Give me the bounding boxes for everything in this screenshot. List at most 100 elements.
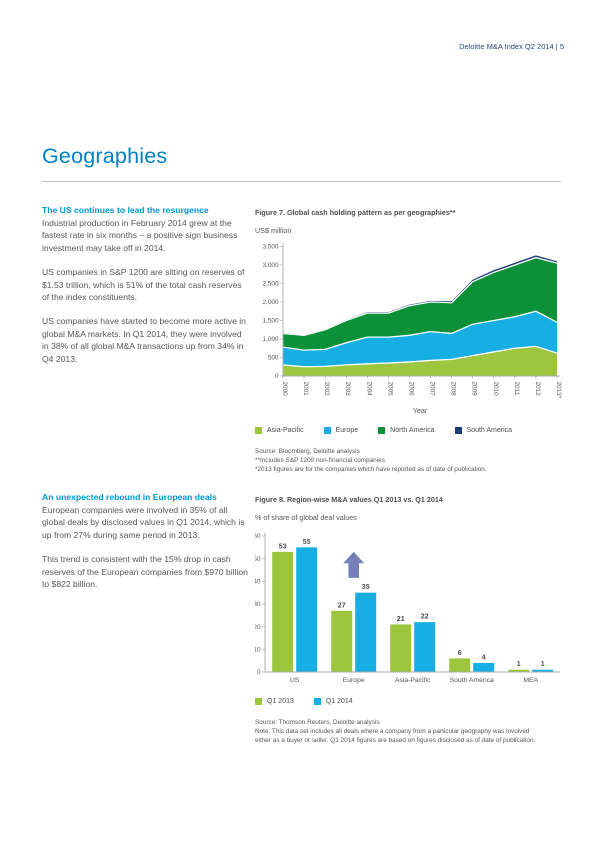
figure7-legend: Asia-Pacific Europe North America South Ame… [255,427,567,434]
paragraph: Industrial production in February 2014 g… [42,218,238,253]
bar-q1-2014-mea [532,669,554,672]
title-divider [42,181,561,182]
bar-value-label: 6 [458,650,462,657]
bar-q1-2013-us [272,551,294,672]
paragraph: US companies have started to become more… [42,316,246,364]
x-tick-label: 2006 [407,382,414,397]
x-tick-label: 2009 [471,382,478,397]
bar-q1-2014-asia-pacific [414,622,436,672]
figure7-title: Figure 7. Global cash holding pattern as… [255,208,456,217]
series-separator-line [282,310,558,351]
bar-value-label: 35 [362,584,370,591]
x-tick-label: 2012 [534,382,541,397]
x-tick-label: 2002 [323,382,330,397]
bar-q1-2014-us [296,547,318,672]
paragraph: This trend is consistent with the 15% dr… [42,554,248,590]
bar-value-label: 27 [338,602,346,609]
legend-label: North America [390,427,435,434]
figure8-title: Figure 8. Region-wise M&A values Q1 2013… [255,495,443,504]
legend-item-q1-2014: Q1 2014 [313,698,353,705]
legend-swatch [454,427,462,434]
legend-label: Q1 2013 [267,698,294,705]
bar-value-label: 55 [303,539,311,546]
source-line: either as a buyer or seller. Q1 2014 fig… [255,737,536,744]
legend-item-q1-2013: Q1 2013 [255,698,294,705]
paragraph: European companies were involved in 35% … [42,505,245,540]
figure7-y-axis-unit: US$ million [255,226,292,235]
x-tick-label: 2008 [450,382,457,397]
figure7-source-note: Source: Bloomberg, Deloitte analysis **In… [255,447,567,474]
y-tick-label: 10 [255,647,261,654]
figure7-stacked-area-chart: 0 500 1,000 1,500 2,000 2,500 3,000 3,500 2000 20… [263,243,562,399]
section-heading: An unexpected rebound in European deals [42,492,217,502]
y-tick-label: 3,000 [263,262,279,269]
legend-swatch [255,698,262,705]
legend-swatch [323,427,331,434]
category-label: US [290,677,300,684]
y-tick-label: 2,000 [263,299,279,306]
legend-swatch [378,427,386,434]
bar-value-label: 1 [517,661,521,668]
y-tick-label: 3,500 [263,244,279,251]
x-tick-label: 2001 [302,382,309,397]
x-tick-label: 2004 [365,382,372,397]
area-series-asia-pacific [283,346,557,376]
bar-q1-2013-mea [508,669,530,672]
x-tick-label: 2007 [429,382,436,397]
x-tick-label: 2003 [344,382,351,397]
legend-label: Asia-Pacific [267,427,304,434]
x-tick-label: 2005 [386,382,393,397]
y-tick-label: 1,000 [263,336,279,343]
legend-label: South America [466,427,513,434]
y-tick-label: 30 [255,601,261,608]
page-header-text: Deloitte M&A Index Q2 2014 | 5 [459,42,564,51]
figure8-grouped-bar-chart: 53 55 US 27 35 Europe 21 22 Asia-Pacific 6 4 South … [255,533,560,684]
category-label: Asia-Pacific [395,677,431,684]
bar-q1-2013-europe [331,610,353,672]
x-tick-label: 2000 [281,382,288,397]
series-separator-line [282,345,558,368]
section-heading: The US continues to lead the resurgence [42,205,209,215]
category-label: MEA [523,677,538,684]
bar-value-label: 22 [421,614,429,621]
y-tick-label: 60 [255,533,261,540]
y-tick-label: 2,500 [263,281,279,288]
source-line: Source: Thomson Reuters, Deloitte analys… [255,719,380,726]
figure7-block: Figure 7. Global cash holding pattern as… [255,205,567,474]
y-tick-label: 50 [255,556,261,563]
legend-item-south-america: South America [454,427,513,434]
y-tick-label: 1,500 [263,318,279,325]
bar-q1-2014-europe [355,592,377,672]
y-tick-label: 0 [275,373,279,380]
source-line: Note: This data set includes all deals w… [255,728,530,735]
source-line: *2013 figures are for the companies whic… [255,466,487,473]
bar-value-label: 53 [279,543,287,550]
figure7-x-axis-title: Year [412,406,428,415]
section-european-deals: An unexpected rebound in European deals … [42,491,249,602]
y-tick-label: 20 [255,624,261,631]
category-label: South America [450,677,494,684]
legend-label: Europe [335,427,359,434]
legend-item-europe: Europe [323,427,359,434]
bar-q1-2014-south-america [473,662,495,672]
figure8-legend: Q1 2013 Q1 2014 [255,698,567,705]
y-tick-label: 500 [268,355,279,362]
page-title: Geographies [42,144,168,168]
y-tick-label: 0 [257,669,261,676]
legend-label: Q1 2014 [325,698,353,705]
figure8-block: Figure 8. Region-wise M&A values Q1 2013… [255,492,567,745]
x-tick-label: 2013* [555,382,562,399]
y-tick-label: 40 [255,579,261,586]
legend-swatch [313,698,321,705]
paragraph: US companies in S&P 1200 are sitting on … [42,267,245,303]
legend-item-asia-pacific: Asia-Pacific [255,427,304,434]
bar-value-label: 4 [482,654,486,661]
bar-q1-2013-south-america [449,658,471,672]
bar-value-label: 1 [541,661,545,668]
x-tick-label: 2011 [513,382,520,396]
legend-item-north-america: North America [378,427,435,434]
category-label: Europe [343,677,365,684]
bar-value-label: 21 [397,616,405,623]
source-line: **Includes S&P 1200 non-financial compan… [255,457,385,464]
